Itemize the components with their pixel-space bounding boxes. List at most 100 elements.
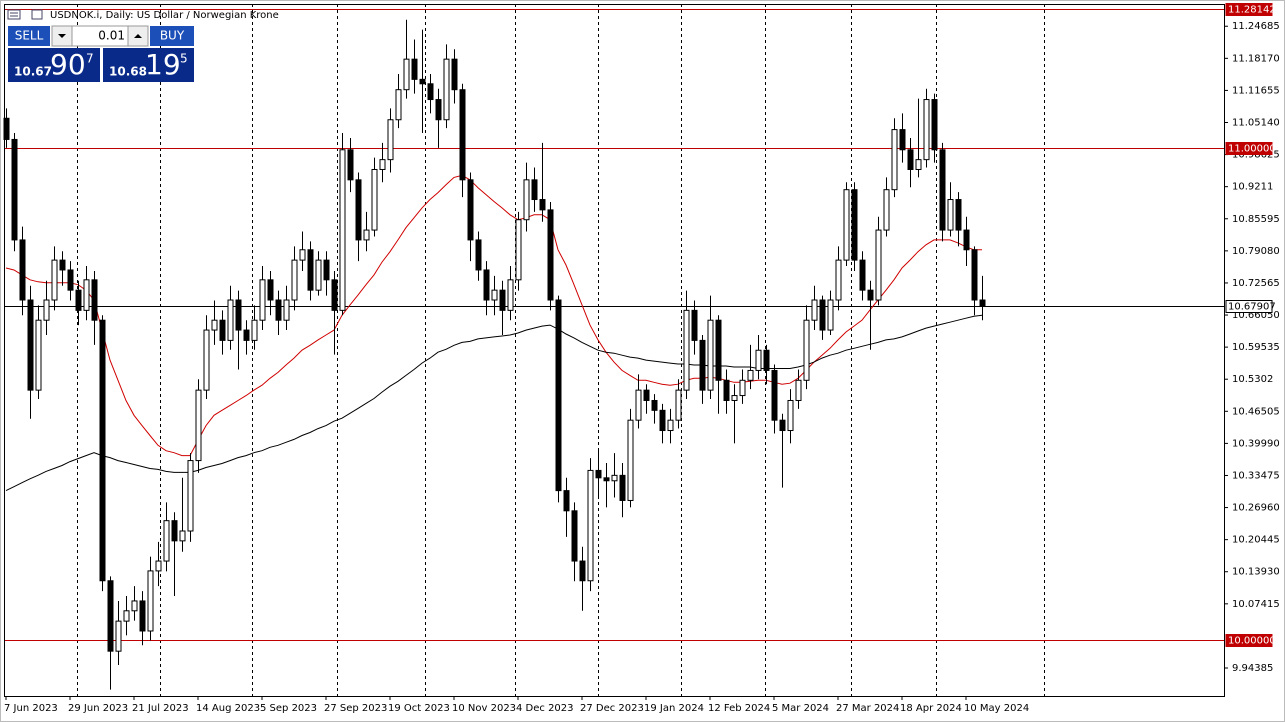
sell-price-box[interactable] <box>8 48 100 82</box>
candle-body <box>315 259 322 291</box>
moving-average <box>5 174 982 457</box>
candle-body <box>723 379 730 401</box>
candle-body <box>371 168 378 231</box>
candle-body <box>611 474 618 482</box>
candle-body <box>707 319 714 391</box>
candle-body <box>851 189 858 261</box>
sell-button[interactable] <box>8 26 50 46</box>
level-label: 11.28142 <box>1228 5 1276 16</box>
y-tick-label: 10.5302 <box>1232 374 1273 385</box>
lot-value: 0.01 <box>98 29 125 43</box>
level-label: 10.00000 <box>1228 636 1276 647</box>
candle-body <box>219 319 226 341</box>
candle-body <box>91 279 98 321</box>
candle-body <box>587 469 594 582</box>
x-tick-label: 14 Aug 2023 <box>196 703 260 714</box>
candle-body <box>843 189 850 261</box>
candle-body <box>755 349 762 371</box>
y-tick-label: 10.33475 <box>1232 470 1280 481</box>
candle-body <box>163 520 170 562</box>
candle-body <box>51 259 58 301</box>
x-tick-label: 19 Jan 2024 <box>644 703 704 714</box>
candle-body <box>499 289 506 311</box>
candle-body <box>979 299 986 307</box>
y-tick-label: 10.98625 <box>1232 150 1280 161</box>
candle-body <box>355 179 362 241</box>
y-tick-label: 11.11655 <box>1232 85 1280 96</box>
candle-body <box>443 58 450 121</box>
candle-body <box>923 99 930 161</box>
candle-body <box>195 389 202 462</box>
candle-body <box>435 99 442 121</box>
candle-body <box>891 129 898 191</box>
plot <box>3 9 1224 690</box>
candle-body <box>547 209 554 301</box>
x-tick-label: 19 Oct 2023 <box>388 703 450 714</box>
y-tick-label: 11.18170 <box>1232 53 1280 64</box>
candle-body <box>243 329 250 341</box>
x-tick-label: 27 Mar 2024 <box>836 703 899 714</box>
candle-body <box>803 319 810 381</box>
candle-body <box>739 379 746 397</box>
candle-body <box>467 179 474 241</box>
candle-body <box>539 199 546 211</box>
candle-body <box>907 149 914 170</box>
candle-body <box>699 339 706 391</box>
candle-body <box>459 89 466 181</box>
candle-body <box>579 560 586 582</box>
candle-body <box>763 349 770 371</box>
candle-body <box>827 299 834 331</box>
x-tick-label: 12 Feb 2024 <box>708 703 770 714</box>
level-label-box <box>1225 3 1273 16</box>
y-tick-label: 10.13930 <box>1232 567 1280 578</box>
candle-body <box>819 299 826 331</box>
candle-body <box>875 229 882 301</box>
candle-body <box>731 395 738 401</box>
candle-body <box>99 319 106 582</box>
candle-body <box>563 490 570 512</box>
x-tick-label: 27 Dec 2023 <box>580 703 644 714</box>
buy-price-box[interactable] <box>103 48 194 82</box>
down-arrow <box>58 34 66 38</box>
up-arrow <box>134 34 142 38</box>
candle-body <box>179 530 186 542</box>
level-label-box <box>1225 142 1273 155</box>
candle-body <box>619 474 626 501</box>
sell-label: SELL <box>15 29 44 43</box>
candle-body <box>27 299 34 391</box>
candle-body <box>787 399 794 432</box>
candle-body <box>691 309 698 341</box>
candle-body <box>571 510 578 562</box>
candle-body <box>283 299 290 321</box>
candle-body <box>75 289 82 311</box>
sell-prefix: 10.67 <box>14 65 52 79</box>
symbol-icon <box>7 9 43 20</box>
level-label-box <box>1225 300 1273 313</box>
candle-body <box>595 469 602 479</box>
candle-body <box>747 369 754 381</box>
candle-body <box>259 279 266 321</box>
candle-body <box>187 460 194 532</box>
candle-body <box>395 89 402 121</box>
candle-body <box>515 219 522 281</box>
level-label: 10.67907 <box>1228 302 1276 313</box>
candle-body <box>171 520 178 542</box>
buy-big: 19 <box>145 48 181 81</box>
trade-panel: SELL 0.01 BUY 10.67 90 7 10.68 19 5 <box>8 25 194 82</box>
candle-body <box>971 249 978 301</box>
candle-body <box>123 610 130 622</box>
x-tick-label: 29 Jun 2023 <box>68 703 128 714</box>
buy-button[interactable] <box>150 26 194 46</box>
sell-big: 90 <box>50 48 86 81</box>
candle-body <box>475 239 482 271</box>
x-tick-label: 18 Apr 2024 <box>900 703 962 714</box>
y-tick-label: 10.46505 <box>1232 406 1280 417</box>
candle-body <box>939 149 946 231</box>
candle-body <box>419 78 426 85</box>
candle-body <box>835 259 842 301</box>
y-tick-label: 10.85595 <box>1232 214 1280 225</box>
candle-body <box>451 58 458 91</box>
sell-small: 7 <box>86 52 94 66</box>
candle-body <box>899 129 906 151</box>
